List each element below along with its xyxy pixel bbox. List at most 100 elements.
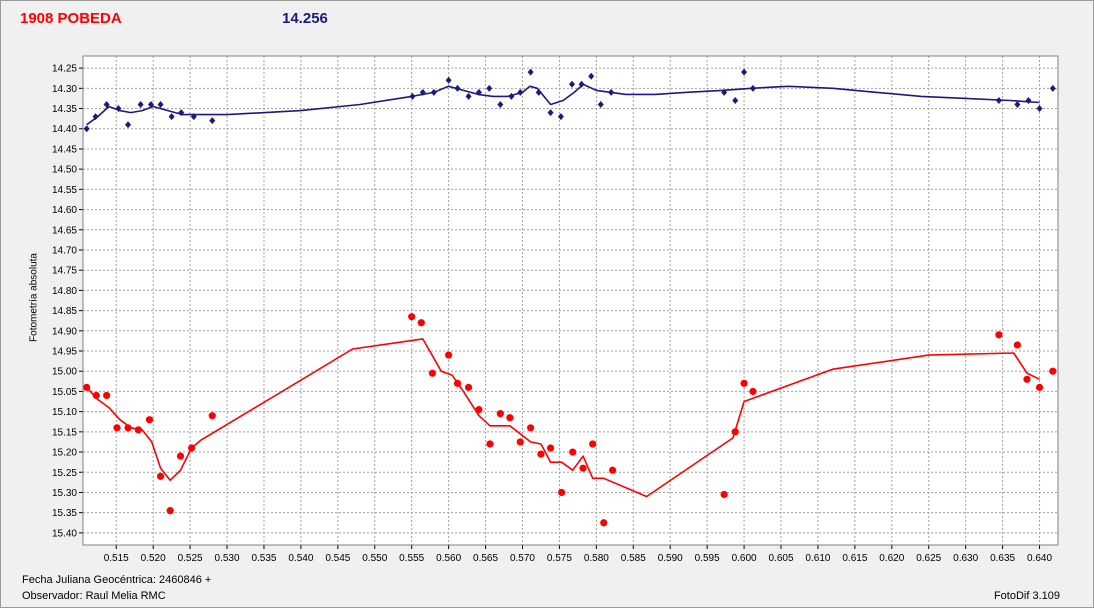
data-point [475,406,483,414]
data-point [506,414,514,422]
y-tick-label: 14.65 [52,225,77,236]
data-point [124,424,132,432]
y-tick-label: 15.40 [52,528,77,539]
data-point [113,424,121,432]
data-point [588,72,595,80]
data-point [1023,375,1031,383]
y-tick-label: 14.85 [52,306,77,317]
data-point [749,84,756,92]
data-point [1036,105,1043,113]
x-tick-label: 0.630 [953,553,978,564]
data-point [609,466,617,474]
data-point [589,440,597,448]
data-point [125,121,132,129]
data-point [417,319,425,327]
y-tick-label: 15.35 [52,508,77,519]
y-tick-label: 14.40 [52,124,77,135]
data-point [178,109,185,117]
data-point [995,96,1002,104]
y-tick-label: 15.05 [52,387,77,398]
y-tick-label: 15.00 [52,367,77,378]
x-tick-label: 0.635 [990,553,1015,564]
y-tick-label: 14.45 [52,144,77,155]
data-point [1035,383,1044,391]
data-point [157,100,164,108]
series-1-trend-line [86,83,1040,126]
y-tick-label: 15.30 [52,488,77,499]
data-point [176,452,185,460]
plot-area [83,56,1058,545]
data-point [83,125,90,133]
data-point [208,412,216,420]
y-tick-label: 15.10 [52,407,77,418]
data-point [546,444,555,452]
y-tick-label: 15.20 [52,448,77,459]
x-tick-label: 0.540 [288,553,313,564]
data-point [92,113,99,121]
observer-line: Observador: Raul Melia RMC [22,590,166,602]
data-point [496,410,504,418]
data-point [137,100,144,108]
data-point [568,80,575,88]
data-point [408,313,416,321]
data-point [1013,341,1021,349]
data-point [497,100,504,108]
x-tick-label: 0.515 [104,553,129,564]
data-point [995,331,1003,339]
x-tick-label: 0.545 [325,553,350,564]
software-version: FotoDif 3.109 [993,590,1060,602]
series-1 [83,68,1056,133]
data-point [558,488,566,497]
data-point [409,92,416,100]
x-tick-label: 0.640 [1027,553,1052,564]
observer-label: Observador: [22,590,83,602]
data-point [454,84,461,92]
y-tick-label: 15.15 [52,427,77,438]
data-point [749,387,757,396]
series-2-trend-line [86,338,1040,498]
data-point [465,92,472,100]
data-point [134,426,142,434]
data-point [720,490,728,499]
x-tick-label: 0.555 [399,553,424,564]
data-point [453,379,462,387]
series-group [83,68,1057,527]
y-tick-label: 14.25 [52,64,77,75]
y-tick-label: 14.90 [52,326,77,337]
y-tick-label: 14.35 [52,104,77,115]
data-point [103,100,110,108]
x-tick-label: 0.605 [768,553,793,564]
y-tick-label: 14.70 [52,245,77,256]
data-point [721,88,728,96]
data-point [527,424,535,432]
data-point [445,76,452,84]
y-tick-label: 15.25 [52,468,77,479]
x-tick-label: 0.595 [695,553,720,564]
data-point [166,507,174,515]
data-point [419,88,426,96]
data-point [741,68,748,76]
data-point [537,450,545,458]
y-axis: 14.25 14.30 14.35 14.40 14.45 14.50 14.55 14.60… [52,64,83,539]
x-tick-label: 0.610 [805,553,830,564]
y-tick-label: 14.30 [52,84,77,95]
x-tick-label: 0.590 [658,553,683,564]
x-tick-label: 0.550 [362,553,387,564]
x-tick-label: 0.585 [621,553,646,564]
x-tick-label: 0.560 [436,553,461,564]
x-tick-label: 0.600 [732,553,757,564]
data-point [486,84,493,92]
x-tick-label: 0.525 [178,553,203,564]
x-tick-label: 0.570 [510,553,535,564]
series-2 [83,313,1057,527]
data-point [486,440,494,448]
data-point [1014,100,1021,108]
data-point [209,117,216,125]
data-point [475,88,482,96]
data-point [428,369,436,377]
plot-border [82,55,1059,546]
data-point [517,88,524,96]
y-tick-label: 14.80 [52,286,77,297]
x-tick-label: 0.535 [251,553,276,564]
